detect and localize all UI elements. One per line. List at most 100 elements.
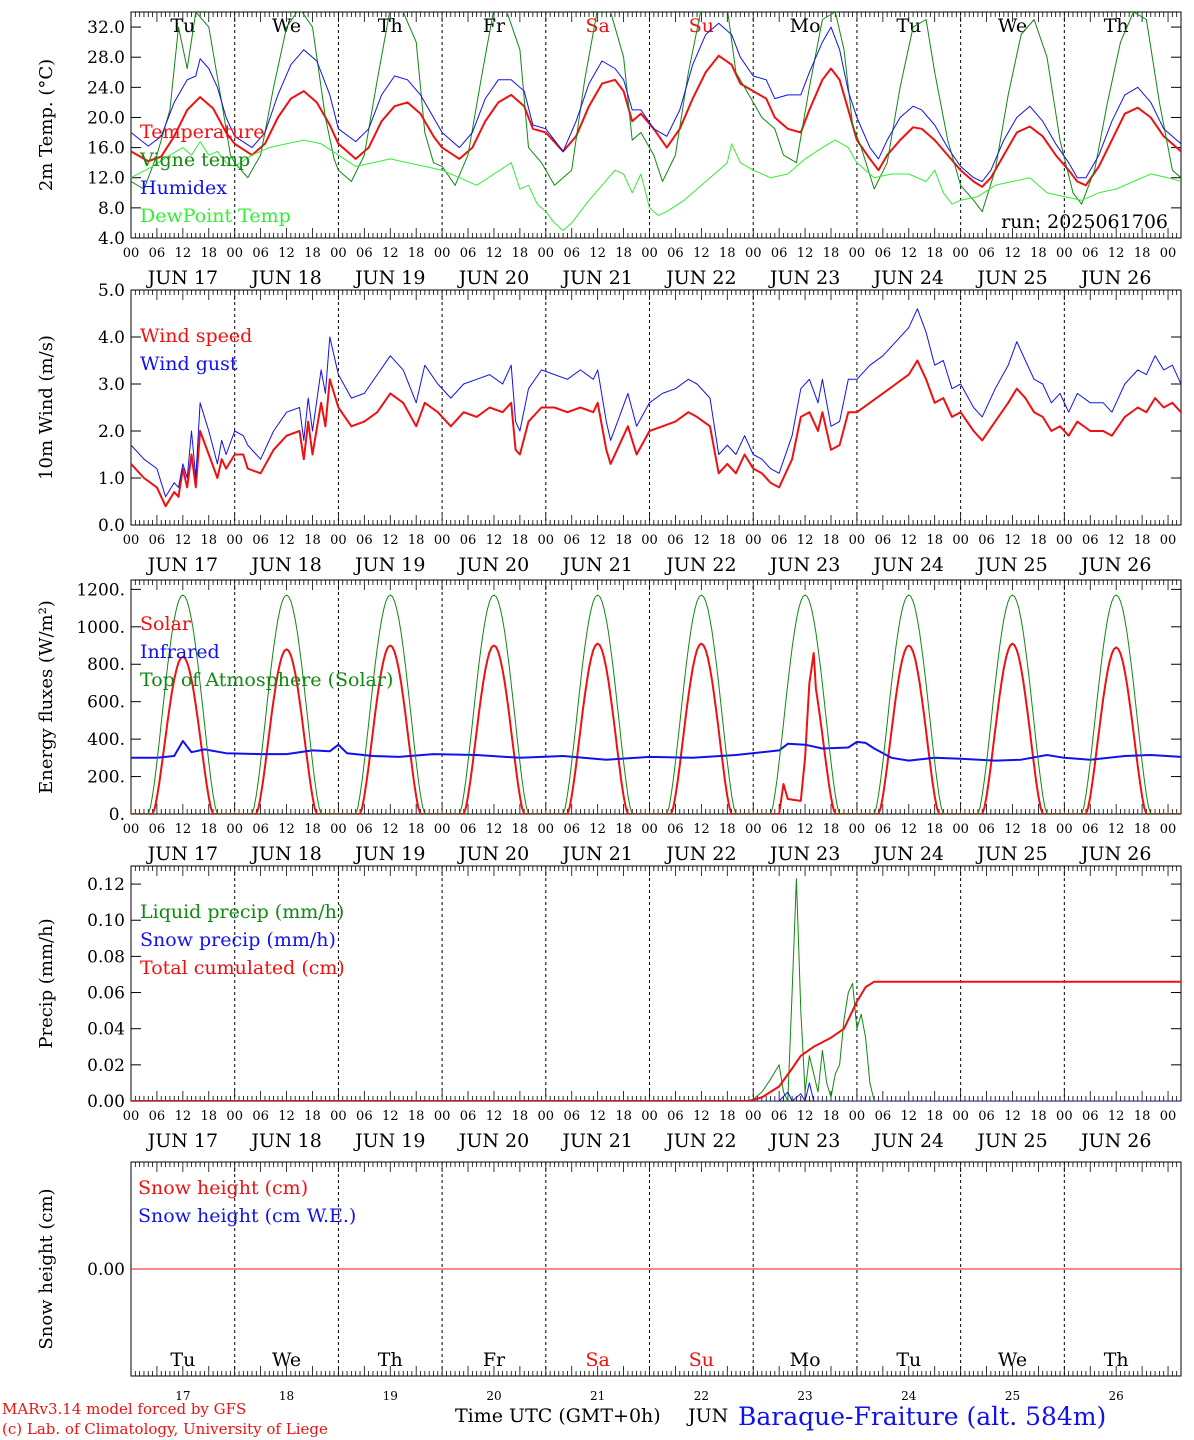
date-label: JUN 22 [664,843,736,865]
hour-tick-label: 18 [1134,822,1151,837]
day-number-label: 26 [1109,1389,1124,1403]
hour-tick-label: 12 [175,533,192,548]
hour-tick-label: 00 [434,822,451,837]
hour-tick-label: 12 [382,1109,399,1124]
series-line-vigne-temp [131,12,1181,213]
weekday-label: Su [689,1349,714,1371]
hour-tick-label: 12 [589,1109,606,1124]
hour-tick-label: 06 [875,533,892,548]
hour-tick-label: 18 [1134,246,1151,261]
hour-tick-label: 00 [434,1109,451,1124]
hour-tick-label: 00 [1056,533,1073,548]
y-axis-label: Energy fluxes (W/m²) [36,600,57,794]
hour-tick-label: 00 [538,1109,555,1124]
hour-tick-label: 00 [123,1109,140,1124]
legend-entry: Snow precip (mm/h) [140,929,336,951]
weekday-label: Tu [896,15,921,37]
hour-tick-label: 12 [1108,533,1125,548]
weekday-label: Th [1104,15,1129,37]
hour-tick-label: 00 [538,822,555,837]
day-number-label: 18 [279,1389,294,1403]
hour-tick-label: 06 [149,246,166,261]
hour-tick-label: 06 [875,246,892,261]
y-axis-label: Precip (mm/h) [36,918,57,1048]
date-label: JUN 17 [146,267,218,289]
hour-tick-label: 06 [978,246,995,261]
hour-tick-label: 00 [123,533,140,548]
hour-tick-label: 12 [1004,822,1021,837]
y-tick-label: 0.0 [98,516,125,536]
hour-tick-label: 18 [304,246,321,261]
date-label: JUN 26 [1079,843,1151,865]
y-tick-label: 8.0 [98,199,125,219]
legend-entry: DewPoint Temp [140,205,291,227]
y-tick-label: 0.02 [87,1056,125,1076]
hour-tick-label: 06 [875,822,892,837]
y-tick-label: 5.0 [98,281,125,301]
y-tick-label: 0.04 [87,1020,125,1040]
date-label: JUN 19 [353,1130,425,1152]
hour-tick-label: 06 [771,1109,788,1124]
hour-tick-label: 06 [978,1109,995,1124]
hour-tick-label: 00 [1160,822,1177,837]
panel-snow: 0.00 Snow height (cm) Tu We Th Fr Sa Su Mo Tu We Th… [36,1161,1182,1403]
hour-tick-label: 06 [356,246,373,261]
y-tick-label: 3.0 [98,375,125,395]
lab-credit: (c) Lab. of Climatology, University of L… [2,1420,328,1438]
y-tick-label: 0.12 [87,875,125,895]
hour-tick-label: 18 [719,1109,736,1124]
weekday-label: Mo [790,15,821,37]
legend-entry: Total cumulated (cm) [140,957,345,979]
hour-tick-label: 18 [926,1109,943,1124]
hour-tick-label: 12 [589,246,606,261]
y-tick-label: 12.0 [87,169,125,189]
hour-tick-label: 12 [1004,533,1021,548]
weekday-label: Sa [585,15,609,37]
hour-tick-label: 18 [926,533,943,548]
date-label: JUN 26 [1079,267,1151,289]
y-tick-label: 32.0 [87,18,125,38]
date-label: JUN 19 [353,554,425,576]
hour-tick-label: 00 [745,1109,762,1124]
hour-tick-label: 00 [745,246,762,261]
hour-tick-label: 00 [1160,533,1177,548]
hour-tick-label: 00 [745,822,762,837]
panel-temp: 4.0 8.0 12.0 16.0 20.0 24.0 28.0 32.0 2m Temp. (… [36,11,1182,289]
date-label: JUN 24 [872,267,944,289]
hour-tick-label: 00 [330,1109,347,1124]
hour-tick-label: 18 [304,533,321,548]
legend-entry: Infrared [140,641,220,663]
hour-tick-label: 18 [512,822,529,837]
plot-frame [130,579,1182,815]
hour-tick-label: 06 [149,1109,166,1124]
hour-tick-label: 06 [460,822,477,837]
y-tick-label: 4.0 [98,229,125,249]
series-line-dewpoint-temp [131,139,1181,231]
day-number-label: 21 [590,1389,605,1403]
hour-tick-label: 00 [641,822,658,837]
hour-tick-label: 00 [641,246,658,261]
date-label: JUN 24 [872,554,944,576]
hour-tick-label: 12 [693,246,710,261]
hour-tick-label: 18 [719,533,736,548]
weekday-label: Th [1104,1349,1129,1371]
hour-tick-label: 06 [252,822,269,837]
hour-tick-label: 06 [460,533,477,548]
hour-tick-label: 06 [149,533,166,548]
date-label: JUN 25 [975,843,1047,865]
hour-tick-label: 12 [693,822,710,837]
series-line-top-of-atmosphere-solar- [131,594,1181,814]
y-tick-label: 28.0 [87,48,125,68]
legend-entry: Liquid precip (mm/h) [140,901,344,923]
y-tick-label: 0. [109,805,125,825]
hour-tick-label: 06 [356,1109,373,1124]
hour-tick-label: 18 [512,533,529,548]
hour-tick-label: 18 [1030,1109,1047,1124]
y-axis-label: Snow height (cm) [36,1188,57,1349]
hour-tick-label: 18 [1030,822,1047,837]
hour-tick-label: 18 [304,822,321,837]
hour-tick-label: 00 [849,533,866,548]
hour-tick-label: 12 [278,246,295,261]
y-tick-label: 600. [87,693,125,713]
y-tick-label: 20.0 [87,108,125,128]
